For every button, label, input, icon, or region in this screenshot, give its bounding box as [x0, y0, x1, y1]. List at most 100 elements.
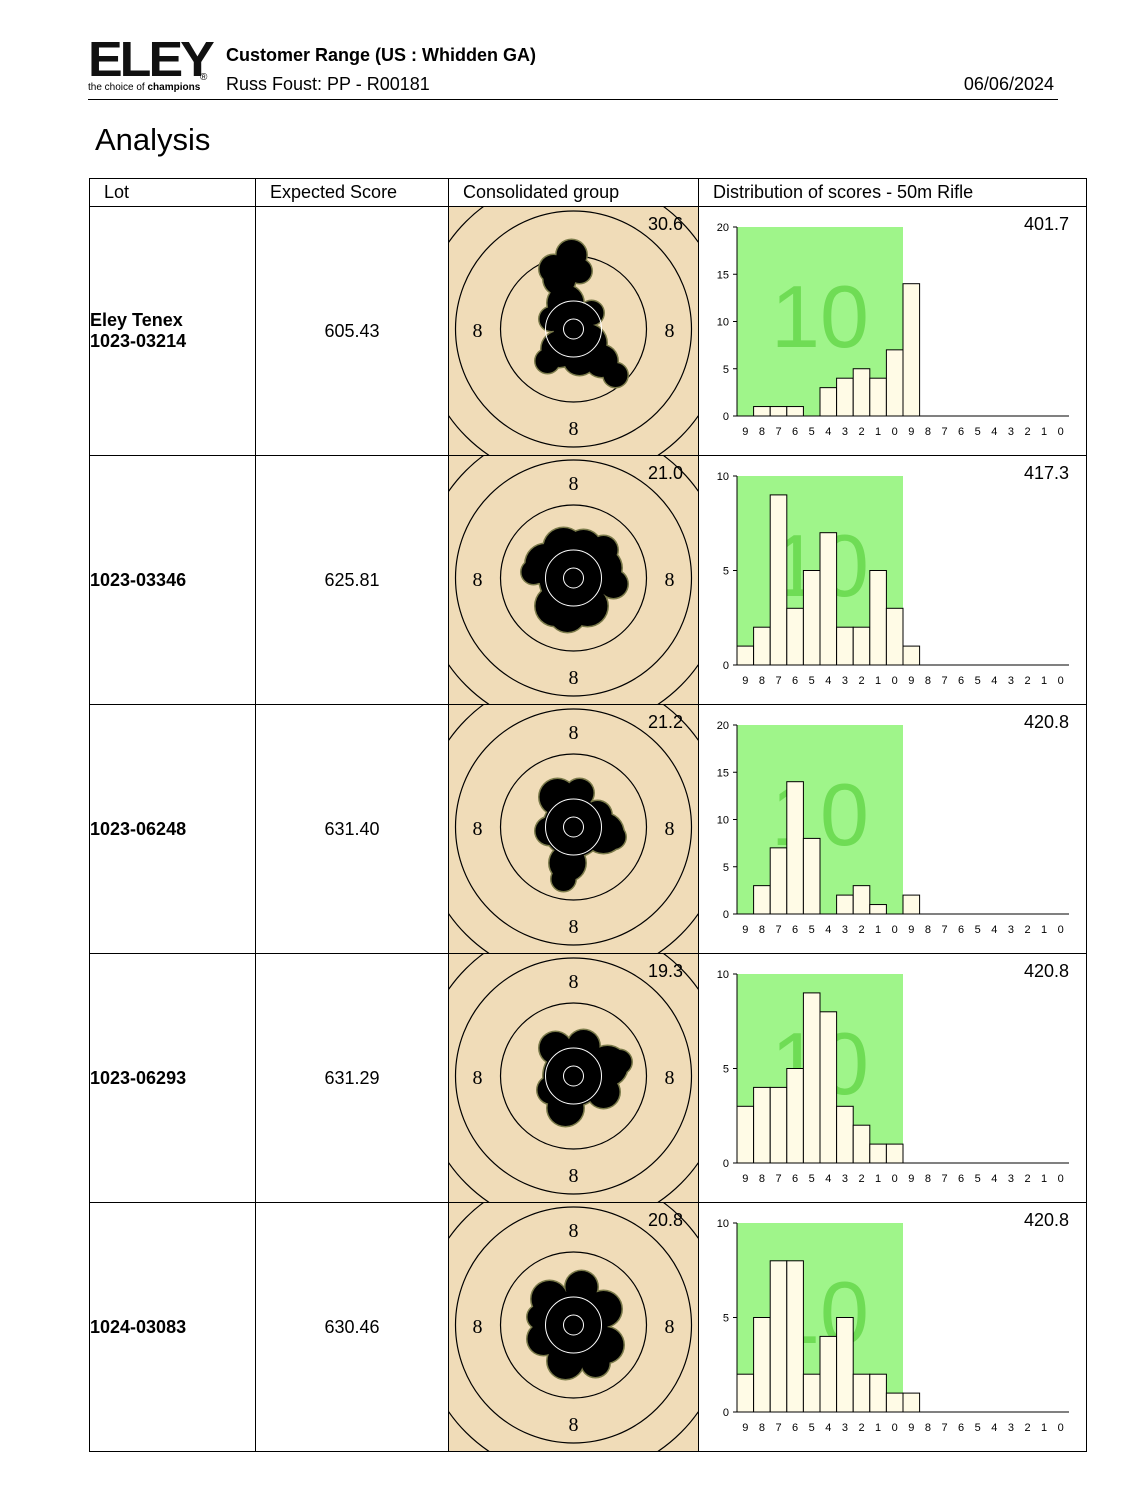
consolidated-group: [526, 1269, 625, 1381]
ring-label-8: 8: [473, 1067, 483, 1089]
x-tick-label: 9: [908, 1422, 914, 1434]
histogram-bar: [736, 645, 755, 666]
consolidated-group-cell: 8 8 8 8 21.2: [448, 704, 699, 954]
expected-score-cell: 630.46: [255, 1202, 449, 1452]
y-tick-label: 10: [717, 317, 729, 329]
group-shot: [587, 1076, 620, 1108]
x-tick-label: 1: [1041, 1422, 1047, 1434]
x-tick-label: 7: [941, 426, 947, 438]
x-tick-label: 8: [759, 924, 765, 936]
x-tick-label: 8: [759, 1173, 765, 1185]
y-tick-label: 5: [723, 566, 729, 578]
table-row: 1023-06248 631.40 8 8 8 8 21.2 10 0 5 10 15 20 9 8 7 6 5 4…: [89, 704, 1087, 954]
target-ring: [454, 459, 693, 697]
histogram-bar: [769, 406, 788, 417]
ring-label-8: 8: [665, 320, 675, 342]
target-diagram: 8 8 8 8 19.3: [449, 954, 698, 1202]
consolidated-group: [536, 1028, 633, 1128]
histogram-bar: [819, 1335, 838, 1413]
target-inner-ring: [545, 1047, 602, 1105]
x-tick-label: 3: [842, 1422, 848, 1434]
ring-label-8: 8: [569, 473, 579, 495]
x-tick-label: 8: [759, 426, 765, 438]
x-tick-label: 4: [991, 1422, 997, 1434]
consolidated-group: [520, 526, 629, 634]
x-tick-label: 3: [1008, 1422, 1014, 1434]
histogram-bar: [836, 626, 854, 666]
group-shot: [601, 825, 626, 849]
histogram-bar: [852, 1373, 871, 1413]
table-row: Eley Tenex 1023-03214 605.43 8 8 8 30.6 10 0 5 10 1…: [89, 206, 1087, 456]
y-tick-label: 10: [717, 471, 729, 483]
distribution-cell: 10 0 5 10 15 20 9 8 7 6 5 4 3 2 1 0 9 8 7 6 5 4 3 2 1 0 420.8: [698, 704, 1087, 954]
distribution-total: 401.7: [1024, 214, 1069, 234]
y-tick-label: 0: [723, 1407, 729, 1419]
y-tick-label: 5: [723, 862, 729, 874]
group-shot: [585, 1291, 622, 1327]
group-shot: [565, 779, 594, 807]
target-diagram: 8 8 8 30.6: [449, 207, 698, 455]
table-header-row: Lot Expected Score Consolidated group Di…: [89, 178, 1087, 207]
x-tick-label: 2: [858, 1173, 864, 1185]
histogram-bar: [736, 1373, 755, 1413]
group-shot: [547, 1343, 584, 1379]
x-tick-label: 6: [958, 1173, 964, 1185]
group-shot: [527, 1323, 560, 1355]
histogram-bar: [852, 1124, 871, 1164]
group-shot: [535, 817, 564, 845]
group-shot: [603, 363, 628, 387]
histogram-bar: [869, 904, 887, 915]
ring-label-8: 8: [569, 916, 579, 938]
x-tick-label: 8: [925, 426, 931, 438]
ring-label-8: 8: [569, 1414, 579, 1436]
x-tick-label: 5: [975, 426, 981, 438]
histogram-bar: [802, 992, 821, 1164]
x-tick-label: 8: [925, 1422, 931, 1434]
x-tick-label: 9: [742, 1173, 748, 1185]
histogram-bar: [869, 377, 887, 417]
consolidated-group-cell: 8 8 8 8 21.0: [448, 455, 699, 705]
histogram-bar: [769, 1260, 788, 1413]
x-tick-label: 0: [1058, 675, 1064, 687]
group-shot: [579, 301, 604, 325]
x-tick-label: 5: [809, 1173, 815, 1185]
x-tick-label: 3: [842, 1173, 848, 1185]
histogram-bar: [753, 1317, 771, 1413]
x-tick-label: 0: [1058, 1422, 1064, 1434]
x-tick-label: 9: [908, 426, 914, 438]
consolidated-group: [534, 777, 627, 893]
y-tick-label: 10: [717, 969, 729, 981]
x-tick-label: 0: [892, 1173, 898, 1185]
histogram-bar: [802, 570, 821, 666]
histogram-bar: [802, 1373, 821, 1413]
x-tick-label: 8: [759, 1422, 765, 1434]
lot-cell: Eley Tenex 1023-03214: [89, 206, 256, 456]
group-shot: [565, 530, 602, 566]
customer-line: Russ Foust: PP - R00181: [226, 74, 430, 94]
x-tick-label: 1: [875, 924, 881, 936]
ring-label-8: 8: [473, 569, 483, 591]
expected-score-cell: 631.40: [255, 704, 449, 954]
histogram-bar: [836, 894, 854, 915]
x-tick-label: 1: [875, 1422, 881, 1434]
x-tick-label: 9: [742, 426, 748, 438]
consolidated-group: [534, 238, 629, 389]
analysis-table: Lot Expected Score Consolidated group Di…: [89, 178, 1087, 1452]
x-tick-label: 9: [908, 675, 914, 687]
consolidated-group-cell: 8 8 8 30.6: [448, 206, 699, 456]
expected-score-cell: 625.81: [255, 455, 449, 705]
table-row: 1023-03346625.81888821.01005109876543210…: [89, 455, 1087, 705]
x-tick-label: 2: [1024, 426, 1030, 438]
histogram-bar: [885, 349, 904, 417]
x-tick-label: 7: [775, 426, 781, 438]
y-tick-label: 5: [723, 1313, 729, 1325]
target-ring: [499, 1002, 648, 1150]
x-tick-label: 0: [1058, 426, 1064, 438]
histogram-bar: [902, 1392, 921, 1413]
x-tick-label: 7: [941, 675, 947, 687]
histogram-bar: [819, 532, 838, 666]
group-size-value: 21.2: [648, 712, 683, 732]
histogram-bar: [753, 885, 771, 915]
histogram-bar: [786, 607, 804, 666]
